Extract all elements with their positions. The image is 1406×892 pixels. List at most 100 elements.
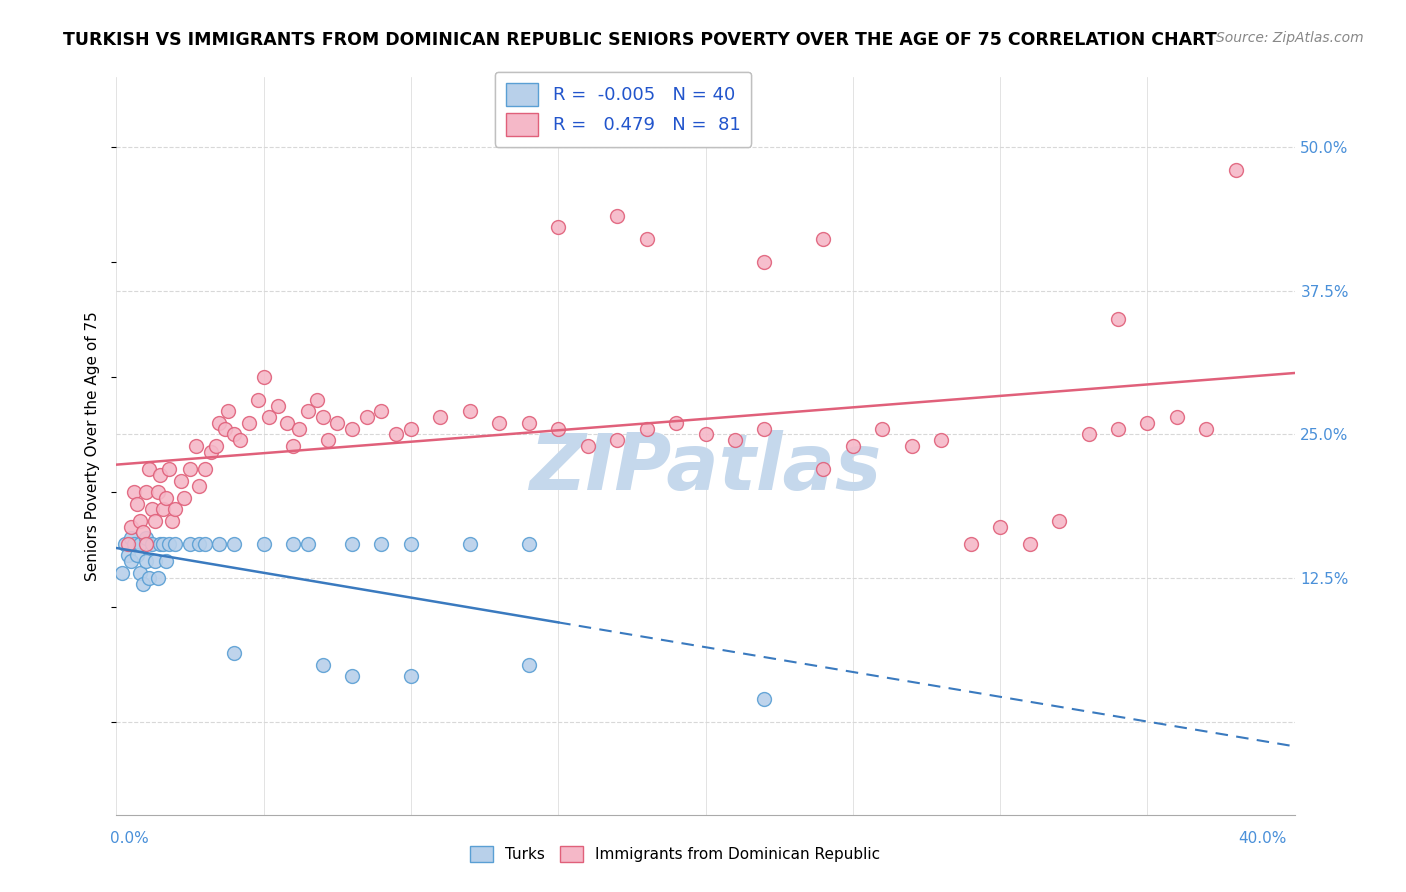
Point <box>297 404 319 418</box>
Point <box>117 549 139 563</box>
Point <box>122 537 145 551</box>
Point <box>194 537 217 551</box>
Point <box>135 531 157 545</box>
Point <box>120 531 142 545</box>
Point <box>217 404 239 418</box>
Point <box>267 399 290 413</box>
Point <box>125 497 148 511</box>
Point <box>157 537 180 551</box>
Point <box>152 537 174 551</box>
Point <box>141 502 163 516</box>
Point <box>276 416 298 430</box>
Point <box>117 537 139 551</box>
Point <box>1195 422 1218 436</box>
Point <box>665 416 688 430</box>
Point <box>1018 537 1040 551</box>
Point <box>1107 312 1129 326</box>
Point <box>143 554 166 568</box>
Point <box>246 392 269 407</box>
Text: ZIPatlas: ZIPatlas <box>530 430 882 506</box>
Point <box>214 422 236 436</box>
Point <box>1107 422 1129 436</box>
Point <box>356 410 378 425</box>
Point <box>281 439 304 453</box>
Point <box>114 537 136 551</box>
Point <box>399 422 422 436</box>
Point <box>517 416 540 430</box>
Point <box>288 422 311 436</box>
Point <box>458 537 481 551</box>
Point <box>326 416 349 430</box>
Point <box>132 525 155 540</box>
Point <box>179 462 201 476</box>
Point <box>111 566 134 580</box>
Point <box>143 514 166 528</box>
Point <box>135 537 157 551</box>
Point <box>385 427 408 442</box>
Point <box>128 566 150 580</box>
Point <box>606 209 628 223</box>
Point <box>754 422 776 436</box>
Point <box>399 669 422 683</box>
Point <box>155 491 177 505</box>
Point <box>120 554 142 568</box>
Point <box>259 410 281 425</box>
Point <box>152 502 174 516</box>
Point <box>128 514 150 528</box>
Point <box>120 519 142 533</box>
Point <box>370 537 392 551</box>
Point <box>813 462 835 476</box>
Point <box>517 657 540 672</box>
Point <box>281 537 304 551</box>
Point <box>122 485 145 500</box>
Point <box>724 434 747 448</box>
Point <box>165 502 187 516</box>
Point <box>488 416 510 430</box>
Point <box>1047 514 1070 528</box>
Point <box>872 422 894 436</box>
Point <box>238 416 260 430</box>
Point <box>149 537 172 551</box>
Text: Source: ZipAtlas.com: Source: ZipAtlas.com <box>1216 31 1364 45</box>
Point <box>636 422 658 436</box>
Point <box>1136 416 1159 430</box>
Point <box>547 220 569 235</box>
Point <box>208 537 231 551</box>
Point <box>135 485 157 500</box>
Point <box>813 232 835 246</box>
Point <box>194 462 217 476</box>
Point <box>224 646 246 660</box>
Point <box>149 467 172 482</box>
Point <box>165 537 187 551</box>
Point <box>340 669 363 683</box>
Point <box>754 692 776 706</box>
Text: TURKISH VS IMMIGRANTS FROM DOMINICAN REPUBLIC SENIORS POVERTY OVER THE AGE OF 75: TURKISH VS IMMIGRANTS FROM DOMINICAN REP… <box>63 31 1218 49</box>
Point <box>146 485 169 500</box>
Point <box>252 537 274 551</box>
Point <box>141 537 163 551</box>
Point <box>138 462 160 476</box>
Point <box>929 434 952 448</box>
Point <box>132 577 155 591</box>
Point <box>135 554 157 568</box>
Y-axis label: Seniors Poverty Over the Age of 75: Seniors Poverty Over the Age of 75 <box>86 311 100 581</box>
Point <box>606 434 628 448</box>
Point <box>146 571 169 585</box>
Point <box>311 657 333 672</box>
Point <box>157 462 180 476</box>
Point <box>458 404 481 418</box>
Point <box>517 537 540 551</box>
Point <box>576 439 599 453</box>
Point <box>162 514 184 528</box>
Point <box>184 439 207 453</box>
Point <box>125 549 148 563</box>
Point <box>224 427 246 442</box>
Point <box>224 537 246 551</box>
Point <box>340 422 363 436</box>
Point <box>340 537 363 551</box>
Point <box>305 392 328 407</box>
Point <box>959 537 981 551</box>
Point <box>318 434 340 448</box>
Point <box>252 370 274 384</box>
Point <box>547 422 569 436</box>
